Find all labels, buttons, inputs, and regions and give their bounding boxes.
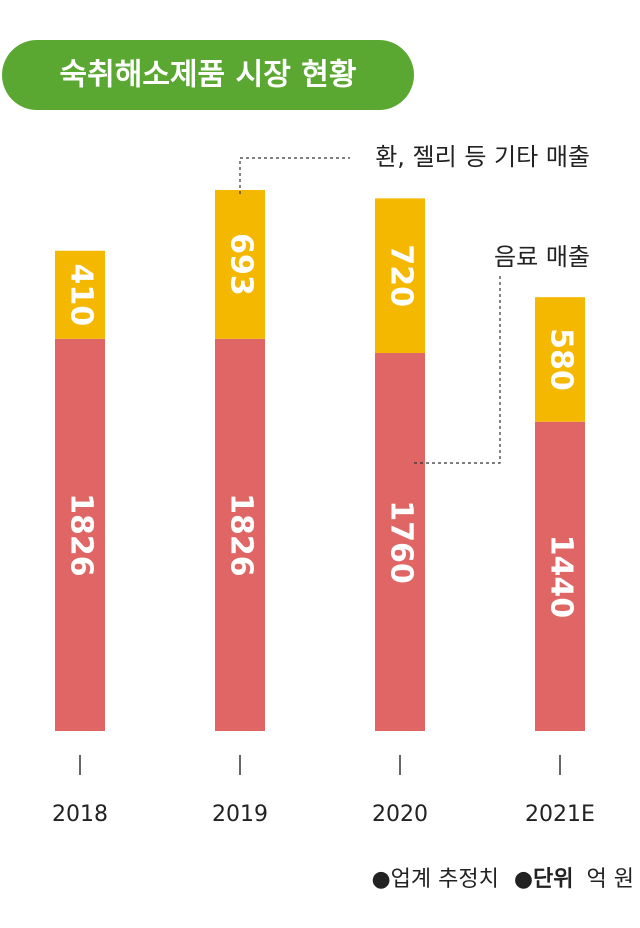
chart-title: 숙취해소제품 시장 현황 bbox=[60, 58, 357, 93]
data-label: 1760 bbox=[384, 500, 419, 584]
data-label: 410 bbox=[64, 263, 99, 326]
unit: 억 원 bbox=[587, 867, 634, 892]
leader-line bbox=[414, 275, 501, 464]
data-label: 1826 bbox=[224, 493, 259, 577]
data-label: 1826 bbox=[64, 493, 99, 577]
data-label: 693 bbox=[224, 233, 259, 296]
x-tick-label: 2018 bbox=[52, 802, 108, 827]
x-tick-label: 2019 bbox=[212, 802, 268, 827]
bar-segment bbox=[375, 353, 425, 731]
bar-segment bbox=[55, 250, 105, 339]
source: ●업계 추정치 bbox=[371, 867, 498, 892]
bar-segment bbox=[215, 190, 265, 339]
title-pill bbox=[2, 40, 414, 110]
data-label: 720 bbox=[384, 244, 419, 307]
data-label: 1440 bbox=[544, 535, 579, 619]
unit-label: ●단위 bbox=[514, 867, 574, 892]
series-annotation: 음료 매출 bbox=[494, 243, 590, 271]
series-annotation: 환, 젤리 등 기타 매출 bbox=[375, 143, 590, 171]
bar-segment bbox=[535, 297, 585, 422]
bar-segment bbox=[215, 338, 265, 731]
leader-line bbox=[239, 157, 350, 194]
bar-segment bbox=[375, 198, 425, 354]
x-tick-label: 2021E bbox=[525, 802, 595, 827]
footnote: ●업계 추정치 ●단위 억 원 bbox=[371, 867, 634, 892]
bar-segment bbox=[535, 421, 585, 731]
bar-segment bbox=[55, 338, 105, 731]
x-tick-label: 2020 bbox=[372, 802, 428, 827]
data-label: 580 bbox=[544, 328, 579, 391]
